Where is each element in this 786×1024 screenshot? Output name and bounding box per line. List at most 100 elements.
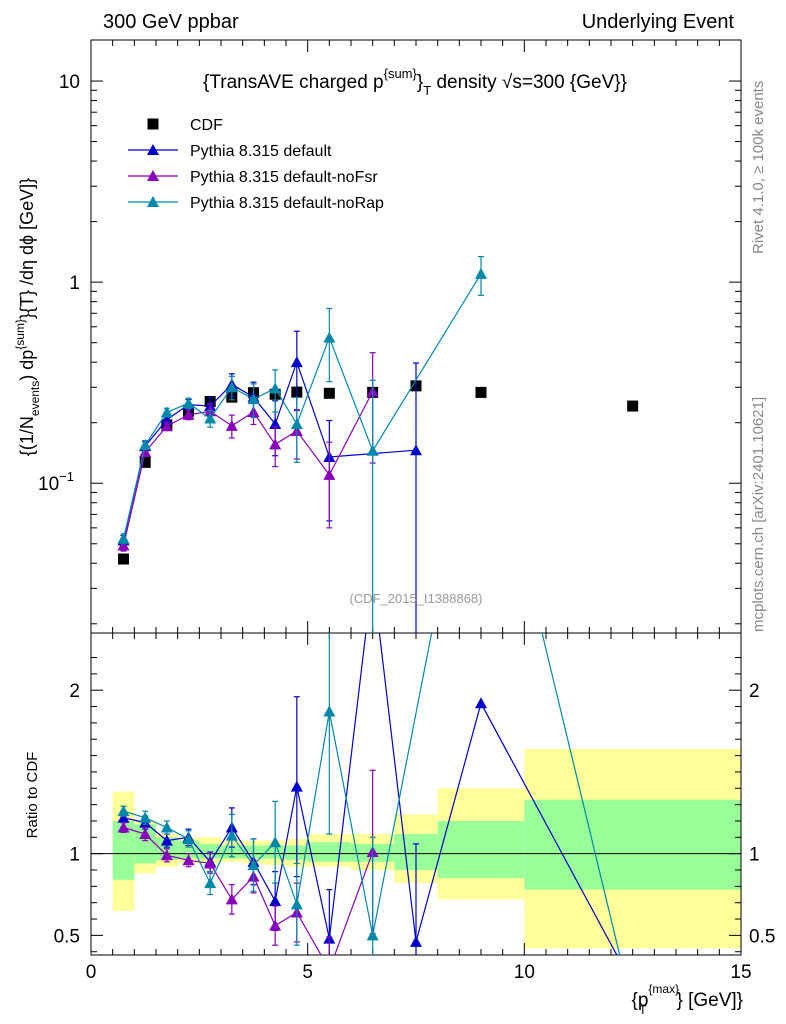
ratio-series-point xyxy=(475,697,487,709)
series-1-ratio xyxy=(117,769,379,955)
series-point xyxy=(160,420,173,432)
y-axis-label: {(1/Nevents) dp{sum}}{T} /dη dϕ [GeV]} xyxy=(13,178,42,456)
series-point xyxy=(269,382,282,394)
series-point xyxy=(269,438,282,450)
series-point xyxy=(160,406,173,418)
stat-band-bin xyxy=(307,842,351,862)
series-2-ratio xyxy=(117,633,621,955)
ratio-series-point xyxy=(269,895,282,907)
ratio-y-tick-label-right: 2 xyxy=(749,681,760,702)
x-tick-label: 10 xyxy=(514,962,535,983)
main-plot-frame: 10−1 1 10 xyxy=(38,39,742,634)
ratio-series-point xyxy=(204,877,217,889)
ratio-series-point xyxy=(160,821,173,833)
stat-band-bin xyxy=(524,799,741,890)
ratio-y-tick-label: 1 xyxy=(69,845,80,866)
title-sub: T xyxy=(423,83,431,98)
cdf-data-point xyxy=(627,400,639,412)
cdf-data-point xyxy=(475,386,487,398)
ratio-series-point xyxy=(410,935,422,947)
ratio-y-axis-label: Ratio to CDF xyxy=(24,752,41,839)
ylabel-part-4: }{T} /dη dϕ [GeV]} xyxy=(17,178,37,319)
ratio-series-point xyxy=(117,805,130,817)
series-point xyxy=(475,267,487,279)
series-line xyxy=(122,273,482,539)
rivet-label: Rivet 4.1.0, ≥ 100k events xyxy=(750,80,767,254)
ratio-series-point xyxy=(269,919,282,931)
xlabel-part-0: {p xyxy=(632,990,649,1011)
title-post: density √s=300 {GeV}} xyxy=(431,72,627,93)
ratio-plot-marks xyxy=(117,633,621,955)
series-line xyxy=(122,391,374,546)
y-tick-label: 10−1 xyxy=(38,469,74,495)
series-point xyxy=(204,412,217,424)
cdf-data-point xyxy=(139,456,151,468)
xlabel-part-2: T xyxy=(639,1003,647,1017)
ratio-series-point xyxy=(204,857,217,869)
ratio-series-point xyxy=(139,828,152,840)
series-point xyxy=(182,397,195,409)
legend-label: CDF xyxy=(190,117,223,134)
series-point xyxy=(366,444,379,456)
ratio-series-point xyxy=(117,821,130,833)
main-plot-marks xyxy=(117,255,639,633)
series-0-main xyxy=(117,330,422,633)
ratio-y-tick-label: 2 xyxy=(69,681,80,702)
ratio-series-line xyxy=(123,633,618,955)
ratio-y-tick-label: 0.5 xyxy=(54,926,80,947)
series-point xyxy=(225,381,238,393)
x-tick-label: 0 xyxy=(86,962,97,983)
legend-marker-cdf xyxy=(147,118,159,130)
ratio-series-point xyxy=(290,780,303,792)
chart-title: {TransAVE charged p{sum}}T density √s=30… xyxy=(203,66,627,98)
ratio-series-point xyxy=(323,705,336,717)
xlabel-part-1: {max} xyxy=(648,982,679,996)
legend-marker xyxy=(147,170,159,181)
ratio-series-point xyxy=(290,898,303,910)
ratio-y-tick-label-right: 1 xyxy=(749,845,760,866)
cdf-data-point xyxy=(323,387,335,399)
ratio-series-point xyxy=(160,834,173,846)
stat-band-bin xyxy=(112,820,135,880)
x-axis-label: {p{max} T } [GeV]} xyxy=(632,982,744,1017)
series-point xyxy=(117,532,130,544)
ylabel-part-2: ) dp xyxy=(17,350,37,381)
ratio-series-point xyxy=(225,893,238,905)
ratio-series-point xyxy=(225,829,238,841)
ratio-series-point xyxy=(117,811,130,823)
title-pre: {TransAVE charged p xyxy=(203,72,384,93)
legend-label: Pythia 8.315 default xyxy=(190,143,332,160)
ylabel-part-0: {(1/N xyxy=(17,416,37,456)
series-point xyxy=(225,419,238,431)
ratio-series-point xyxy=(182,832,195,844)
series-point xyxy=(247,393,260,405)
ratio-series-point xyxy=(182,854,195,866)
cdf-data-point xyxy=(118,553,129,565)
legend-label: Pythia 8.315 default-noFsr xyxy=(190,169,378,186)
legend-label: Pythia 8.315 default-noRap xyxy=(190,195,384,212)
series-point xyxy=(410,444,422,456)
series-point xyxy=(117,539,130,551)
ratio-series-point xyxy=(160,849,173,861)
xlabel-part-3: } [GeV]} xyxy=(676,990,743,1011)
title-sup: {sum} xyxy=(384,66,418,81)
header-right: Underlying Event xyxy=(582,11,735,33)
series-point xyxy=(323,468,336,480)
series-point xyxy=(290,356,303,368)
y-tick-label: 10 xyxy=(59,72,80,93)
series-point xyxy=(139,438,152,450)
ratio-series-point xyxy=(139,811,152,823)
mcplots-label: mcplots.cern.ch [arXiv:2401.10621] xyxy=(750,396,767,632)
legend: CDF Pythia 8.315 default Pythia 8.315 defa… xyxy=(128,117,384,212)
ylabel-part-3: {sum} xyxy=(13,319,27,350)
title-close: } xyxy=(417,72,423,93)
ratio-y-tick-label-right: 0.5 xyxy=(749,926,775,947)
x-tick-label: 5 xyxy=(302,962,313,983)
series-point xyxy=(139,446,152,458)
analysis-label: (CDF_2015_I1388868) xyxy=(350,591,483,606)
series-point xyxy=(323,331,336,343)
series-2-main xyxy=(117,255,487,633)
ratio-series-point xyxy=(366,929,379,941)
legend-marker xyxy=(147,196,159,207)
